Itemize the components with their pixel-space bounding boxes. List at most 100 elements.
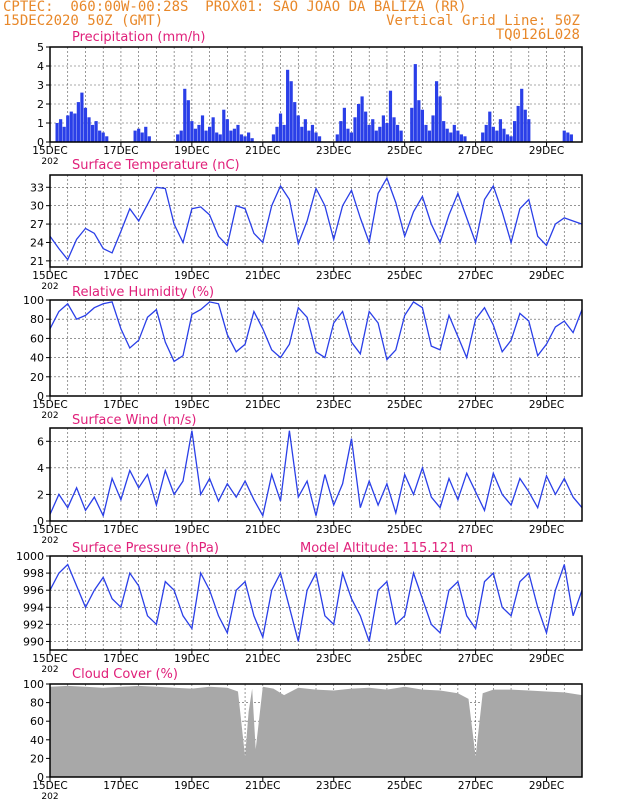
precipitation-bar (346, 128, 350, 142)
cloud-cover-xtick-label: 15DEC (32, 780, 67, 792)
precipitation-bar (289, 81, 293, 142)
humidity-xtick-label: 23DEC (316, 399, 351, 411)
pressure-xtick-label: 29DEC (529, 653, 564, 665)
precipitation-xtick-label: 25DEC (387, 145, 422, 157)
cloud-cover-year-label: 202 (41, 792, 58, 800)
humidity-xtick-label: 27DEC (458, 399, 493, 411)
precipitation-bar (303, 119, 307, 142)
precipitation-bar (388, 90, 393, 142)
precipitation-xtick-label: 29DEC (529, 145, 564, 157)
humidity-xtick-label: 21DEC (245, 399, 280, 411)
precipitation-bar (218, 134, 222, 142)
precipitation-bar (516, 105, 520, 142)
precipitation-xtick-label: 17DEC (103, 145, 138, 157)
precipitation-bar (523, 109, 527, 142)
precipitation-bar (133, 130, 137, 142)
precipitation-bar (271, 134, 276, 142)
precipitation-bar (200, 115, 205, 142)
precipitation-bar (55, 123, 59, 142)
precipitation-bar (367, 124, 371, 142)
precipitation-xtick-label: 23DEC (316, 145, 351, 157)
precipitation-bar (399, 130, 403, 142)
precipitation-bar (222, 109, 226, 142)
precipitation-ytick-label: 2 (37, 98, 44, 111)
precipitation-bar (94, 121, 98, 142)
precipitation-bar (229, 130, 233, 142)
precipitation-bar (59, 119, 63, 142)
humidity-xtick-label: 15DEC (32, 399, 67, 411)
humidity-frame (49, 299, 583, 397)
wind-line (49, 430, 583, 518)
precipitation-bar (62, 126, 66, 142)
wind-xtick-label: 23DEC (316, 524, 351, 536)
precipitation-bar (76, 102, 80, 142)
humidity-line (49, 301, 583, 363)
precipitation-bar (147, 136, 151, 142)
precipitation-bar (502, 128, 506, 142)
precipitation-bar (179, 130, 183, 142)
pressure-line (49, 563, 583, 642)
precipitation-bar (420, 109, 424, 142)
pressure-xtick-label: 21DEC (245, 653, 280, 665)
precipitation-title: Precipitation (mm/h) (72, 30, 205, 45)
pressure-frame (49, 555, 583, 651)
precipitation-xtick-label: 19DEC (174, 145, 209, 157)
precipitation-bar (513, 121, 517, 142)
wind-xtick-label: 21DEC (245, 524, 280, 536)
cloud-cover-ytick-label: 60 (30, 715, 44, 728)
precipitation-bar (381, 115, 385, 142)
precipitation-bar (410, 107, 414, 142)
precipitation-bar (105, 136, 109, 142)
precipitation-bar (282, 124, 286, 142)
cloud-cover-frame (49, 683, 583, 778)
precipitation-bar (144, 126, 148, 142)
precipitation-bar (211, 117, 215, 142)
precipitation-bar (569, 134, 573, 142)
wind-ytick-label: 6 (37, 435, 44, 448)
precipitation-bar (392, 117, 396, 142)
precipitation-xtick-label: 21DEC (245, 145, 280, 157)
precipitation-ytick-label: 5 (37, 41, 44, 54)
pressure-xtick-label: 19DEC (174, 653, 209, 665)
precipitation-ytick-label: 0 (37, 136, 44, 149)
precipitation-bar (307, 130, 311, 142)
precipitation-bar (431, 115, 435, 142)
wind-xtick-label: 15DEC (32, 524, 67, 536)
temperature-xtick-label: 27DEC (458, 270, 493, 282)
precipitation-bar (456, 130, 460, 142)
precipitation-bar (87, 117, 91, 142)
cloud-cover-ytick-label: 40 (30, 734, 44, 747)
precipitation-bar (98, 130, 102, 142)
wind-frame (49, 427, 583, 522)
precipitation-bar (66, 115, 70, 142)
temperature-ytick-label: 27 (30, 218, 44, 231)
precipitation-bar (83, 107, 88, 142)
wind-ytick-label: 4 (37, 462, 44, 475)
humidity-ytick-label: 80 (30, 313, 44, 326)
header-run-date: 15DEC2020 50Z (GMT) (3, 13, 164, 29)
header-grid-line: Vertical Grid Line: 50Z (386, 13, 580, 29)
precipitation-bar (208, 126, 212, 142)
precipitation-bar (250, 138, 254, 142)
cloud-cover-title: Cloud Cover (%) (72, 667, 178, 682)
precipitation-bar (566, 132, 570, 142)
temperature-frame (49, 174, 583, 268)
humidity-ytick-label: 100 (23, 294, 44, 307)
pressure-ytick-label: 992 (23, 618, 44, 631)
precipitation-bar (371, 119, 375, 142)
precipitation-bar (215, 132, 219, 142)
precipitation-bar (296, 115, 300, 142)
humidity-xtick-label: 25DEC (387, 399, 422, 411)
precipitation-bar (243, 136, 247, 142)
pressure-ytick-label: 996 (23, 584, 44, 597)
precipitation-bar (339, 121, 343, 142)
precipitation-bar (247, 132, 251, 142)
temperature-xtick-label: 25DEC (387, 270, 422, 282)
precipitation-bar (176, 134, 180, 142)
cloud-cover-xtick-label: 23DEC (316, 780, 351, 792)
precipitation-bar (452, 124, 456, 142)
pressure-xtick-label: 27DEC (458, 653, 493, 665)
cloud-cover-ytick-label: 0 (37, 771, 44, 784)
